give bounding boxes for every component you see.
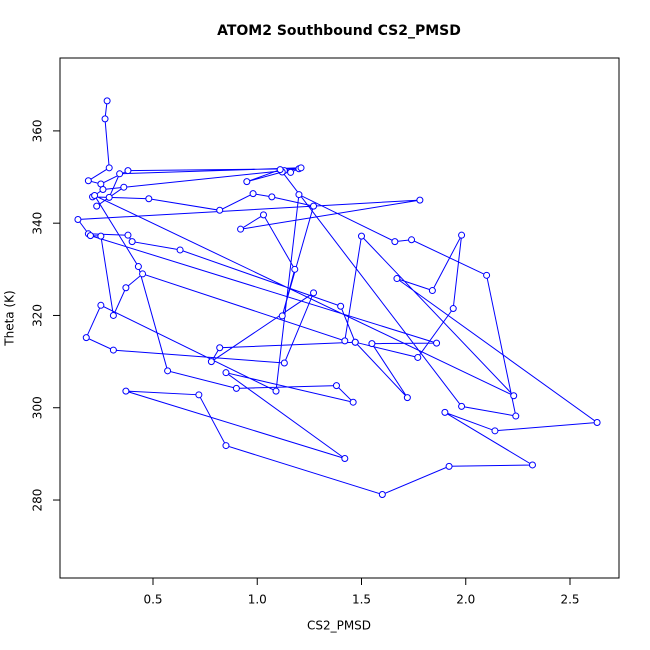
plot-frame <box>59 57 620 579</box>
x-tick-label: 2.0 <box>456 593 475 607</box>
data-point <box>120 183 128 191</box>
data-point <box>483 271 491 279</box>
data-point <box>237 225 245 233</box>
data-point <box>124 167 132 175</box>
data-point <box>393 275 401 283</box>
y-tick-label: 340 <box>31 212 45 235</box>
data-point <box>243 178 251 186</box>
data-point <box>93 202 101 210</box>
data-point <box>122 387 130 395</box>
data-point <box>441 408 449 416</box>
y-tick-label: 320 <box>31 304 45 327</box>
data-point <box>216 344 224 352</box>
data-point <box>378 490 386 498</box>
data-point <box>458 402 466 410</box>
data-point <box>416 196 424 204</box>
data-point <box>128 238 136 246</box>
data-line <box>76 100 599 496</box>
data-point <box>310 289 318 297</box>
x-tick-label: 1.0 <box>248 593 267 607</box>
data-point <box>260 211 268 219</box>
y-tick-label: 300 <box>31 396 45 419</box>
x-axis-label: CS2_PMSD <box>307 619 371 633</box>
data-point <box>280 359 288 367</box>
data-point <box>408 236 416 244</box>
data-point <box>99 185 107 193</box>
data-point <box>512 412 520 420</box>
y-tick-label: 360 <box>31 119 45 142</box>
data-point <box>403 394 411 402</box>
data-point <box>139 270 147 278</box>
data-point <box>593 419 601 427</box>
data-point <box>357 232 365 240</box>
data-point <box>428 287 436 295</box>
data-point <box>207 358 215 366</box>
data-point <box>105 193 113 201</box>
data-point <box>295 191 303 199</box>
x-tick-label: 0.5 <box>143 593 162 607</box>
data-point <box>82 334 90 342</box>
data-point <box>97 232 105 240</box>
data-point <box>124 231 132 239</box>
data-point <box>122 284 130 292</box>
data-point <box>134 263 142 271</box>
data-point <box>341 337 349 345</box>
data-point <box>391 238 399 246</box>
data-point <box>176 246 184 254</box>
data-point <box>287 168 295 176</box>
data-point <box>337 302 345 310</box>
x-tick-label: 2.5 <box>560 593 579 607</box>
data-point <box>510 392 518 400</box>
data-point <box>249 190 257 198</box>
data-point <box>272 387 280 395</box>
data-point <box>349 398 357 406</box>
data-point <box>414 353 422 361</box>
data-point <box>84 177 92 185</box>
data-point <box>291 265 299 273</box>
data-point <box>164 367 172 375</box>
x-tick-label: 1.5 <box>352 593 371 607</box>
y-axis-label: Theta (K) <box>3 290 17 346</box>
data-point <box>74 215 82 223</box>
data-point <box>195 391 203 399</box>
data-point <box>222 442 230 450</box>
data-point <box>368 340 376 348</box>
data-point <box>105 164 113 172</box>
chart-title: ATOM2 Southbound CS2_PMSD <box>217 23 461 39</box>
data-point <box>458 231 466 239</box>
data-point <box>276 166 284 174</box>
data-point <box>449 305 457 313</box>
data-point <box>103 97 111 105</box>
data-point <box>445 462 453 470</box>
data-point <box>528 461 536 469</box>
data-point <box>97 301 105 309</box>
data-point <box>297 164 305 172</box>
data-point <box>351 338 359 346</box>
data-point <box>278 312 286 320</box>
data-point <box>145 195 153 203</box>
data-point <box>433 339 441 347</box>
data-point <box>86 232 94 240</box>
data-point <box>109 346 117 354</box>
data-point <box>268 193 276 201</box>
data-point <box>310 202 318 210</box>
data-point <box>216 206 224 214</box>
data-point <box>91 191 99 199</box>
y-tick-label: 280 <box>31 489 45 512</box>
data-point <box>109 311 117 319</box>
data-point <box>491 427 499 435</box>
data-point <box>332 382 340 390</box>
data-point <box>101 115 109 123</box>
data-point <box>341 454 349 462</box>
data-point <box>116 170 124 178</box>
data-point <box>232 384 240 392</box>
data-point <box>222 369 230 377</box>
